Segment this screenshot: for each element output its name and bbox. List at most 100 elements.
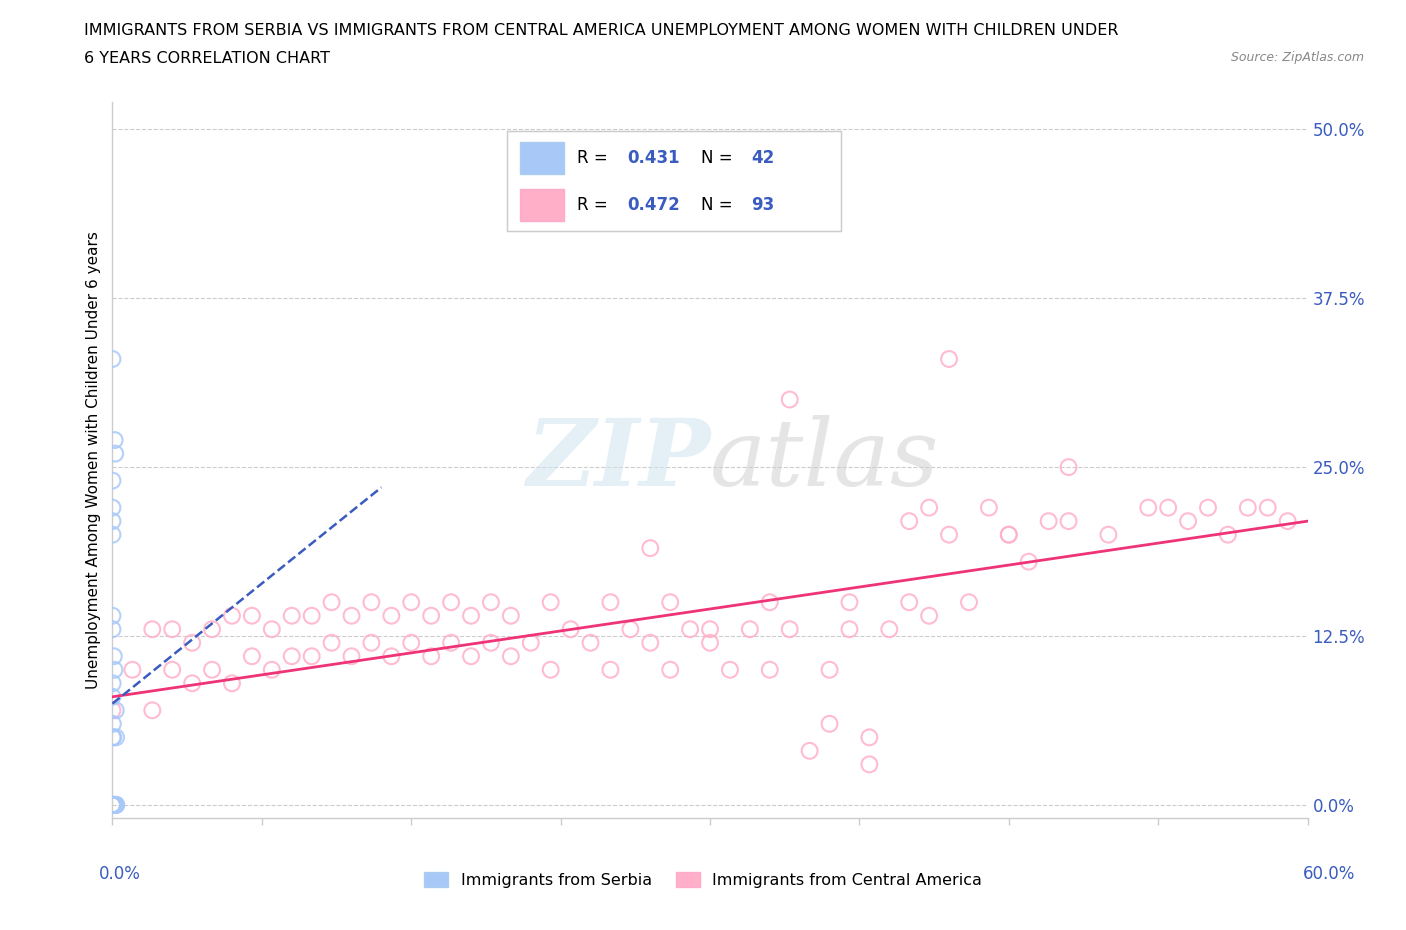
Point <box>201 622 224 637</box>
Point <box>101 797 124 812</box>
Point <box>460 608 482 623</box>
Point <box>699 635 721 650</box>
Point <box>599 595 621 610</box>
Point <box>101 797 124 812</box>
Point <box>281 608 304 623</box>
Point <box>101 797 124 812</box>
Point <box>640 635 662 650</box>
Point <box>1057 459 1080 474</box>
Point <box>479 635 502 650</box>
Point <box>101 797 124 812</box>
Point <box>321 595 343 610</box>
Point <box>260 622 283 637</box>
Point <box>301 649 323 664</box>
Point <box>201 662 224 677</box>
Point <box>640 540 662 555</box>
Point <box>101 622 124 637</box>
Point <box>141 622 163 637</box>
Point <box>101 797 124 812</box>
Point <box>260 662 283 677</box>
Point <box>579 635 602 650</box>
Point <box>301 608 323 623</box>
Point <box>520 635 543 650</box>
Point <box>162 622 183 637</box>
Point <box>101 500 124 515</box>
Point <box>1157 500 1180 515</box>
Point <box>1137 500 1160 515</box>
Point <box>104 797 127 812</box>
Point <box>858 730 880 745</box>
Point <box>101 797 124 812</box>
Text: 60.0%: 60.0% <box>1302 865 1355 883</box>
Point <box>380 649 402 664</box>
Point <box>759 595 782 610</box>
Point <box>101 797 124 812</box>
Point <box>101 797 124 812</box>
Point <box>1197 500 1219 515</box>
Point <box>104 432 127 447</box>
Point <box>879 622 901 637</box>
Point <box>101 352 124 366</box>
Point <box>101 513 124 528</box>
Point <box>938 352 960 366</box>
Point <box>1097 527 1119 542</box>
Point <box>103 649 125 664</box>
Point <box>103 662 125 677</box>
Point <box>101 527 124 542</box>
Point <box>838 622 860 637</box>
Point <box>679 622 702 637</box>
Point <box>420 649 443 664</box>
Point <box>779 392 801 407</box>
Point <box>1057 513 1080 528</box>
Point <box>718 662 741 677</box>
Point <box>101 797 124 812</box>
Point <box>101 716 124 731</box>
Point <box>440 635 463 650</box>
Point <box>858 757 880 772</box>
Point <box>1177 513 1199 528</box>
Point <box>101 797 124 812</box>
Text: Source: ZipAtlas.com: Source: ZipAtlas.com <box>1230 51 1364 64</box>
Point <box>659 595 682 610</box>
Point <box>998 527 1021 542</box>
Point <box>499 608 522 623</box>
Point <box>181 676 204 691</box>
Y-axis label: Unemployment Among Women with Children Under 6 years: Unemployment Among Women with Children U… <box>86 232 101 689</box>
Point <box>240 608 263 623</box>
Point <box>340 649 363 664</box>
Point <box>1277 513 1299 528</box>
Point <box>101 689 124 704</box>
Point <box>181 635 204 650</box>
Point <box>659 662 682 677</box>
Point <box>101 797 124 812</box>
Point <box>560 622 582 637</box>
Point <box>957 595 980 610</box>
Legend: Immigrants from Serbia, Immigrants from Central America: Immigrants from Serbia, Immigrants from … <box>418 865 988 894</box>
Point <box>101 608 124 623</box>
Point <box>799 203 821 218</box>
Point <box>599 662 621 677</box>
Point <box>898 595 921 610</box>
Point <box>101 797 124 812</box>
Point <box>401 595 423 610</box>
Point <box>101 797 124 812</box>
Point <box>103 797 125 812</box>
Point <box>440 595 463 610</box>
Point <box>101 797 124 812</box>
Text: 0.0%: 0.0% <box>98 865 141 883</box>
Point <box>898 513 921 528</box>
Point <box>818 716 841 731</box>
Point <box>420 608 443 623</box>
Point <box>104 703 127 718</box>
Point <box>360 635 382 650</box>
Point <box>759 662 782 677</box>
Point <box>101 797 124 812</box>
Point <box>401 635 423 650</box>
Point <box>104 797 127 812</box>
Point <box>101 676 124 691</box>
Text: atlas: atlas <box>710 416 939 505</box>
Point <box>321 635 343 650</box>
Point <box>104 446 127 461</box>
Point <box>221 608 243 623</box>
Point <box>340 608 363 623</box>
